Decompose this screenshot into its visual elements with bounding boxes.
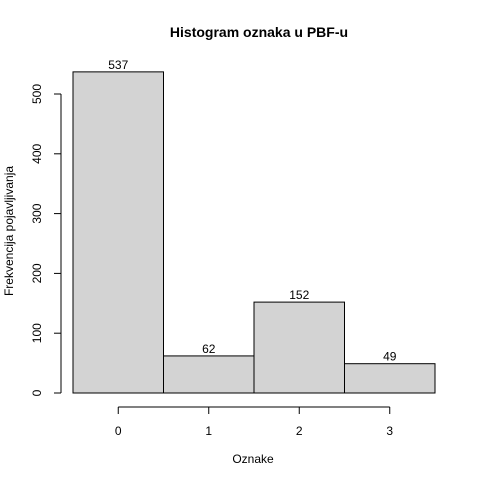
bar-2 (253, 301, 345, 394)
x-tick-label-0: 0 (115, 424, 122, 438)
bars-group: 537 62 152 49 (72, 58, 436, 394)
x-axis-label: Oznake (232, 452, 274, 466)
x-tick-label-3: 3 (386, 424, 393, 438)
y-axis: 0 100 200 300 400 500 (30, 84, 62, 396)
x-tick-label-1: 1 (205, 424, 212, 438)
y-tick-label: 0 (30, 389, 44, 396)
bar-0 (72, 71, 164, 394)
data-label-0: 537 (108, 58, 128, 72)
bar-1 (163, 355, 255, 394)
y-tick-label: 100 (30, 323, 44, 343)
x-tick-label-2: 2 (296, 424, 303, 438)
data-label-3: 49 (383, 350, 397, 364)
data-label-2: 152 (289, 288, 309, 302)
y-tick-label: 200 (30, 263, 44, 283)
chart-title: Histogram oznaka u PBF-u (170, 24, 348, 40)
y-axis-label: Frekvencija pojavljivanja (2, 166, 16, 296)
y-tick-label: 400 (30, 143, 44, 163)
bar-3 (344, 363, 436, 394)
data-label-1: 62 (202, 342, 216, 356)
y-tick-label: 300 (30, 203, 44, 223)
y-tick-label: 500 (30, 84, 44, 104)
x-axis: 0 1 2 3 (115, 406, 393, 438)
